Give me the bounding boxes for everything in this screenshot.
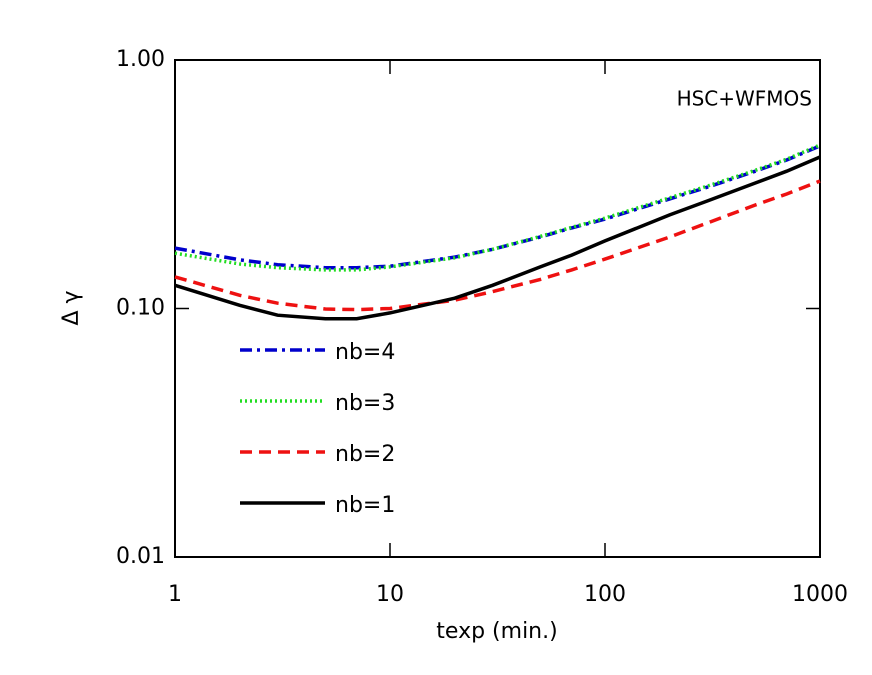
plot-frame — [174, 59, 821, 558]
annotation: HSC+WFMOS — [677, 87, 812, 111]
legend-label: nb=4 — [335, 340, 395, 365]
series-line — [174, 179, 821, 312]
y-tick-label: 0.10 — [116, 296, 165, 321]
series-line — [174, 143, 821, 272]
x-tick-label: 10 — [376, 582, 404, 607]
series-line — [174, 155, 821, 321]
y-axis-label: Δ γ — [59, 290, 84, 325]
x-tick-label: 100 — [584, 582, 626, 607]
x-axis-label: texp (min.) — [436, 619, 557, 644]
legend-label: nb=2 — [335, 442, 395, 467]
x-tick-label: 1 — [168, 582, 182, 607]
y-tick-label: 1.00 — [116, 47, 165, 72]
legend-label: nb=3 — [335, 391, 395, 416]
x-tick-label: 1000 — [792, 582, 848, 607]
series-line — [174, 144, 821, 270]
y-tick-label: 0.01 — [116, 544, 165, 569]
legend-label: nb=1 — [335, 493, 395, 518]
